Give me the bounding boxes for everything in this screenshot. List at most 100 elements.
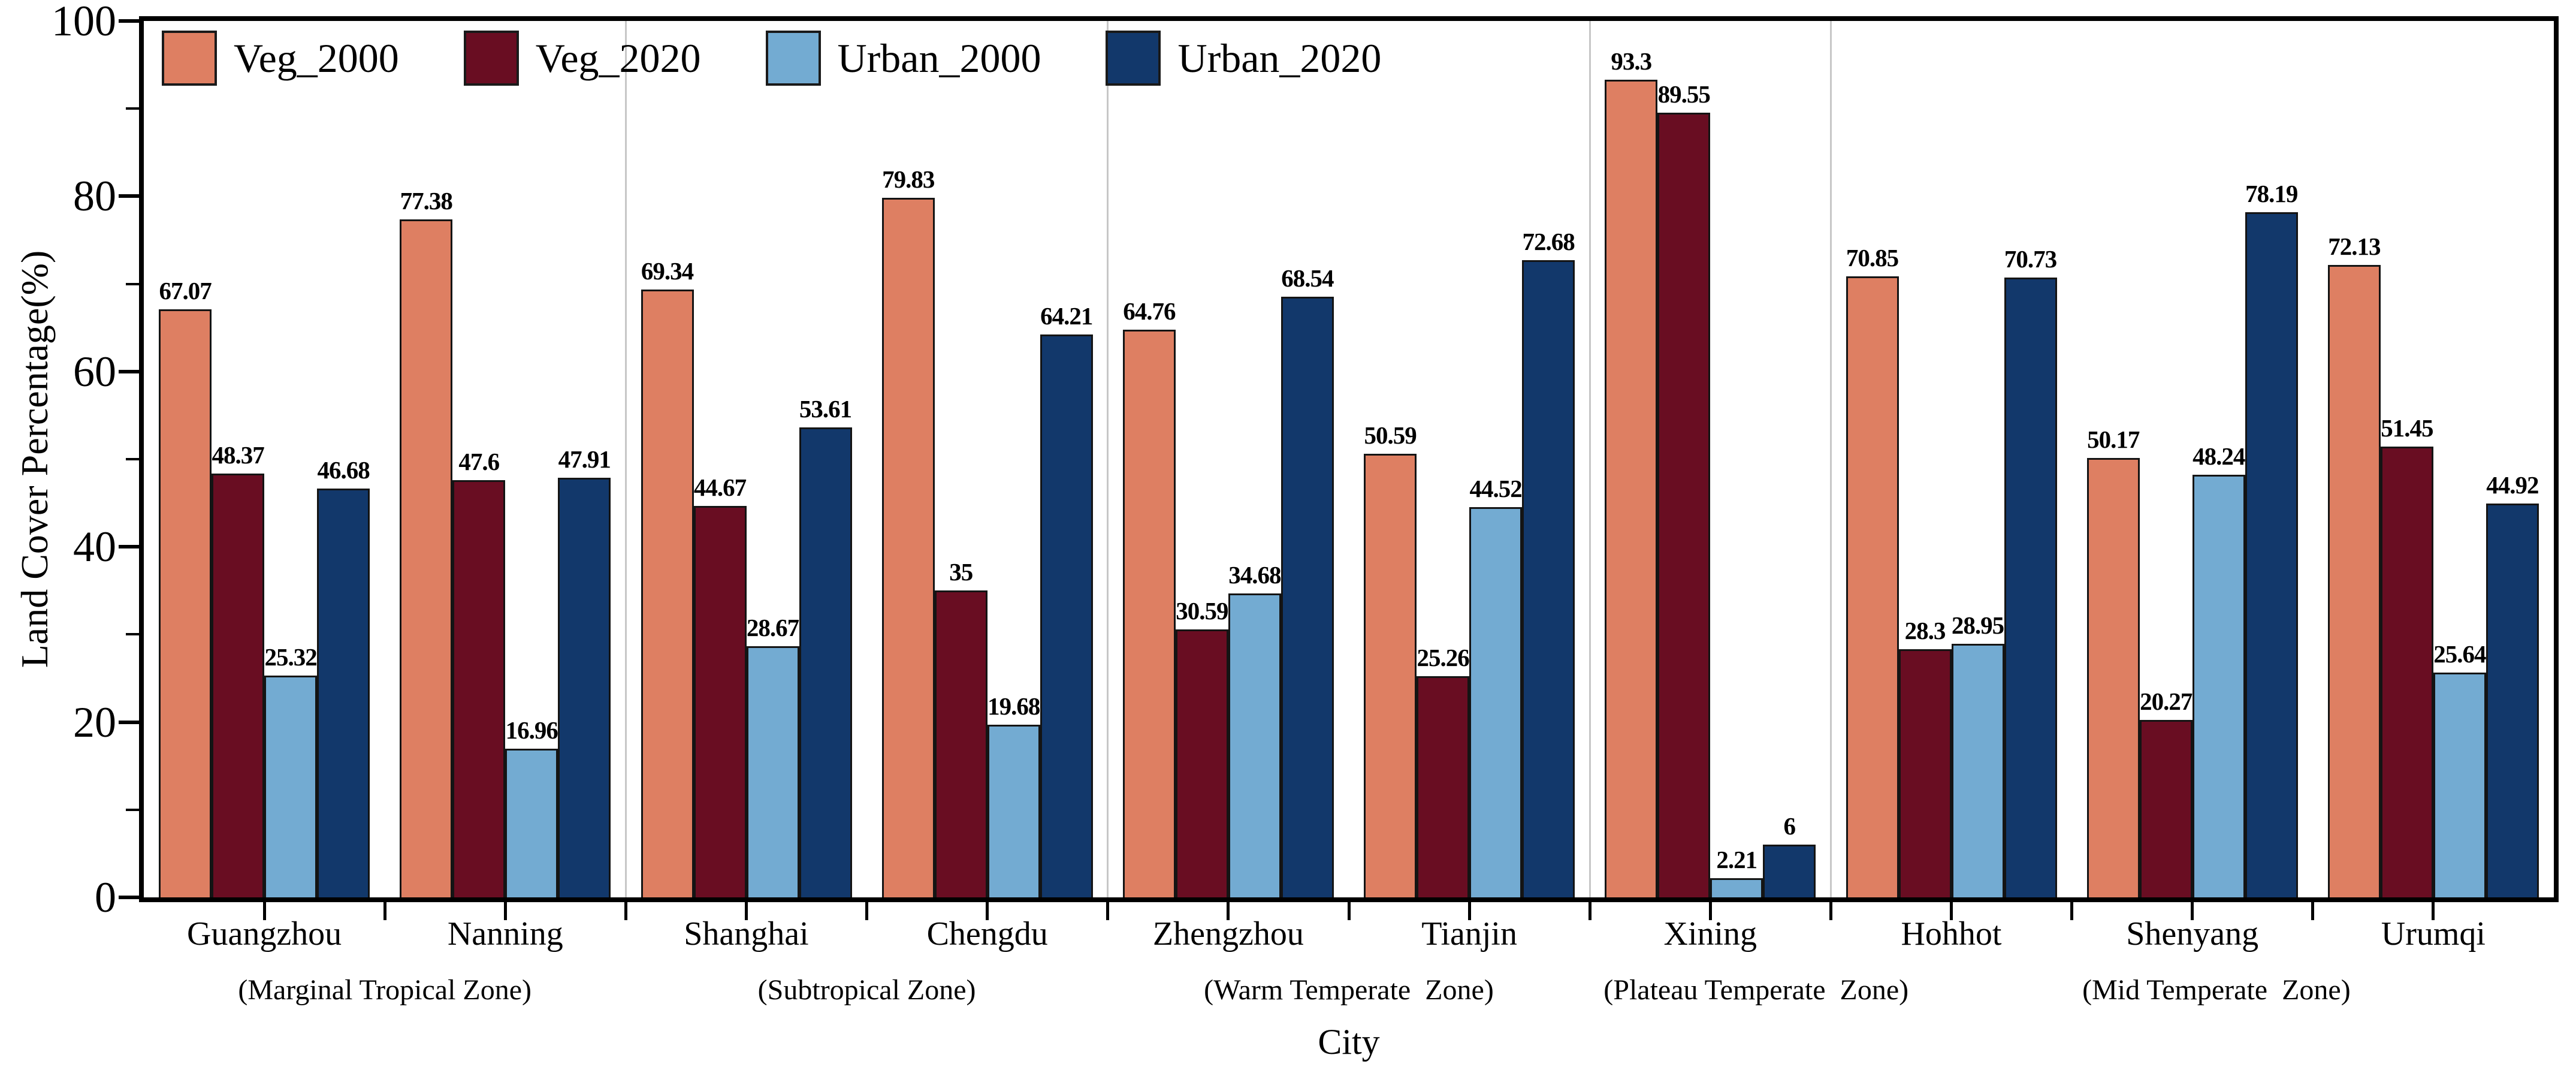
bar-value-label: 68.54 [1281, 264, 1334, 292]
legend-swatch-urban-2000 [765, 31, 821, 86]
x-boundary-tick [865, 902, 869, 920]
bar-value-label: 50.59 [1364, 421, 1417, 450]
legend-item-urban-2020: Urban_2020 [1106, 31, 1381, 86]
y-major-tick [119, 194, 139, 198]
legend-swatch-veg-2020 [463, 31, 519, 86]
y-minor-tick [126, 282, 139, 285]
zone-label--plateau-temperate-zone-: (Plateau Temperate Zone) [1603, 974, 1909, 1006]
city-label-shanghai: Shanghai [684, 915, 809, 953]
bar-veg-2020-zhengzhou [1175, 629, 1228, 897]
bar-veg-2020-nanning [452, 480, 506, 897]
bar-urban-2020-xining [1763, 845, 1816, 897]
y-major-tick [119, 369, 139, 373]
x-center-tick [503, 902, 507, 920]
bar-value-label: 50.17 [2087, 425, 2140, 453]
zone-label--mid-temperate-zone-: (Mid Temperate Zone) [2082, 974, 2351, 1006]
bar-veg-2020-tianjin [1417, 676, 1470, 897]
bar-value-label: 72.13 [2328, 233, 2381, 261]
zone-label--subtropical-zone-: (Subtropical Zone) [757, 974, 976, 1006]
x-boundary-tick [1588, 902, 1591, 920]
city-label-zhengzhou: Zhengzhou [1152, 915, 1304, 953]
bar-veg-2000-chengdu [881, 197, 935, 897]
bar-value-label: 28.3 [1904, 617, 1946, 645]
y-minor-tick [126, 808, 139, 811]
bar-veg-2000-zhengzhou [1122, 330, 1176, 897]
bar-urban-2000-shanghai [746, 646, 799, 897]
bar-veg-2000-shanghai [641, 290, 694, 897]
bar-value-label: 25.32 [264, 643, 317, 671]
city-label-xining: Xining [1663, 915, 1757, 953]
bar-urban-2020-guangzhou [317, 488, 370, 897]
bar-veg-2000-shenyang [2086, 457, 2140, 897]
bar-value-label: 19.68 [987, 692, 1040, 721]
bar-value-label: 20.27 [2140, 687, 2193, 715]
y-tick-label: 80 [73, 172, 116, 221]
bar-value-label: 28.95 [1951, 611, 2004, 639]
y-tick-label: 0 [95, 873, 116, 921]
bar-urban-2000-nanning [505, 749, 558, 897]
bar-veg-2020-chengdu [934, 590, 987, 897]
bar-veg-2020-shenyang [2139, 719, 2193, 897]
bar-value-label: 34.68 [1228, 560, 1281, 589]
bar-urban-2020-shenyang [2245, 212, 2298, 897]
x-boundary-tick [624, 902, 627, 920]
x-boundary-tick [1829, 902, 1832, 920]
bar-value-label: 64.76 [1123, 297, 1176, 325]
x-center-tick [2191, 902, 2194, 920]
bar-veg-2020-shanghai [693, 505, 747, 897]
x-center-tick [262, 902, 266, 920]
city-label-nanning: Nanning [447, 915, 563, 953]
x-center-tick [1467, 902, 1471, 920]
y-major-tick [119, 19, 139, 23]
y-major-tick [119, 720, 139, 724]
bar-value-label: 35 [949, 558, 973, 586]
bar-value-label: 25.64 [2433, 640, 2486, 668]
bar-urban-2020-tianjin [1522, 260, 1575, 897]
bar-value-label: 48.37 [212, 441, 264, 469]
zone-separator-line [1107, 21, 1109, 897]
city-label-chengdu: Chengdu [926, 915, 1048, 953]
bar-veg-2020-xining [1657, 112, 1711, 897]
bar-urban-2020-chengdu [1040, 334, 1093, 897]
y-tick-label: 20 [73, 698, 116, 746]
legend: Veg_2000 Veg_2020 Urban_2000 Urban_2020 [162, 31, 1381, 86]
zone-separator-line [1589, 21, 1591, 897]
bar-urban-2000-zhengzhou [1228, 593, 1281, 897]
bar-value-label: 93.3 [1611, 47, 1652, 75]
bar-value-label: 46.68 [317, 456, 370, 484]
legend-swatch-urban-2020 [1106, 31, 1161, 86]
bar-value-label: 44.52 [1469, 475, 1522, 503]
bar-value-label: 47.6 [458, 448, 500, 476]
x-center-tick [1950, 902, 1953, 920]
legend-swatch-veg-2000 [162, 31, 217, 86]
bar-veg-2020-guangzhou [212, 473, 265, 897]
y-tick-label: 60 [73, 347, 116, 396]
city-label-tianjin: Tianjin [1421, 915, 1517, 953]
bar-veg-2000-xining [1605, 79, 1658, 897]
x-boundary-tick [2311, 902, 2315, 920]
bar-value-label: 51.45 [2381, 414, 2433, 442]
bar-urban-2020-shanghai [799, 427, 852, 897]
legend-item-veg-2020: Veg_2020 [463, 31, 701, 86]
bar-value-label: 70.85 [1846, 244, 1899, 272]
bar-value-label: 69.34 [641, 257, 694, 285]
y-axis-title: Land Cover Percentage(%) [13, 250, 56, 668]
bar-value-label: 53.61 [799, 395, 852, 423]
bar-value-label: 70.73 [2004, 245, 2057, 273]
zone-separator-line [624, 21, 627, 897]
bar-value-label: 25.26 [1417, 643, 1469, 671]
plot-area: Veg_2000 Veg_2020 Urban_2000 Urban_2020 67.0… [139, 16, 2559, 902]
legend-label: Veg_2020 [535, 35, 701, 81]
x-boundary-tick [2070, 902, 2074, 920]
bar-value-label: 48.24 [2193, 442, 2245, 470]
bar-value-label: 67.07 [159, 277, 212, 305]
x-center-tick [1227, 902, 1230, 920]
y-minor-tick [126, 633, 139, 636]
bar-value-label: 30.59 [1176, 596, 1228, 625]
bar-value-label: 28.67 [746, 613, 799, 641]
bar-urban-2000-shenyang [2192, 474, 2245, 897]
bar-value-label: 44.67 [693, 473, 747, 501]
legend-label: Urban_2000 [837, 35, 1041, 81]
bar-value-label: 78.19 [2245, 179, 2298, 207]
